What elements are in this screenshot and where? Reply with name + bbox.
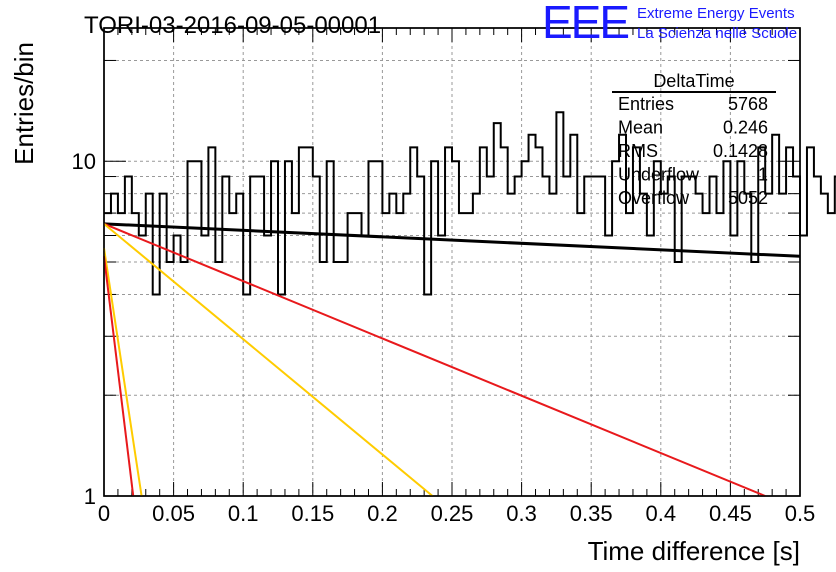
y-tick-labels: 1 10: [72, 149, 96, 509]
x-tick-label: 0.2: [367, 501, 398, 526]
x-axis-title: Time difference [s]: [588, 536, 800, 566]
x-tick-label: 0.25: [431, 501, 474, 526]
y-axis-title: Entries/bin: [9, 42, 39, 165]
stats-value: 0.1428: [713, 141, 768, 161]
histogram-bars: [104, 111, 836, 296]
x-tick-label: 0: [98, 501, 110, 526]
x-tick-labels: 0 0.05 0.1 0.15 0.2 0.25 0.3 0.35 0.4 0.45 0.5: [98, 501, 815, 526]
chart-title: TORI-03-2016-09-05-00001: [84, 12, 381, 39]
x-tick-label: 0.4: [646, 501, 677, 526]
x-tick-label: 0.15: [291, 501, 334, 526]
eee-logo-mark: EEE: [542, 0, 628, 48]
stats-value: 5052: [728, 188, 768, 208]
fit-curve-2: [103, 222, 766, 497]
logo-line-1: Extreme Energy Events: [637, 5, 795, 22]
x-tick-label: 0.5: [785, 501, 816, 526]
fit-curve-3: [103, 223, 434, 497]
x-tick-label: 0.45: [709, 501, 752, 526]
stats-name: DeltaTime: [653, 71, 734, 91]
stats-box: DeltaTime Entries 5768 Mean 0.246 RMS 0.1428 U…: [612, 71, 776, 208]
stats-label: Entries: [618, 94, 674, 114]
stats-label: RMS: [618, 141, 658, 161]
fit-curve-1: [103, 222, 801, 258]
fit-curves: [103, 222, 801, 497]
stats-label: Mean: [618, 118, 663, 138]
x-tick-label: 0.05: [152, 501, 195, 526]
histogram-step-line: [104, 111, 836, 296]
x-tick-label: 0.35: [570, 501, 613, 526]
grid-lines: [104, 28, 800, 496]
stats-value: 1: [758, 165, 768, 185]
x-tick-label: 0.1: [228, 501, 259, 526]
logo-line-2: La Scienza nelle Scuole: [637, 25, 797, 42]
stats-value: 0.246: [723, 118, 768, 138]
stats-value: 5768: [728, 94, 768, 114]
stats-label: Underflow: [618, 165, 700, 185]
fit-curve-4: [103, 247, 143, 497]
y-tick-label: 1: [84, 484, 96, 509]
stats-label: Overflow: [618, 188, 690, 208]
x-tick-label: 0.3: [506, 501, 537, 526]
fit-curve-5: [103, 256, 135, 497]
y-tick-label: 10: [72, 149, 96, 174]
